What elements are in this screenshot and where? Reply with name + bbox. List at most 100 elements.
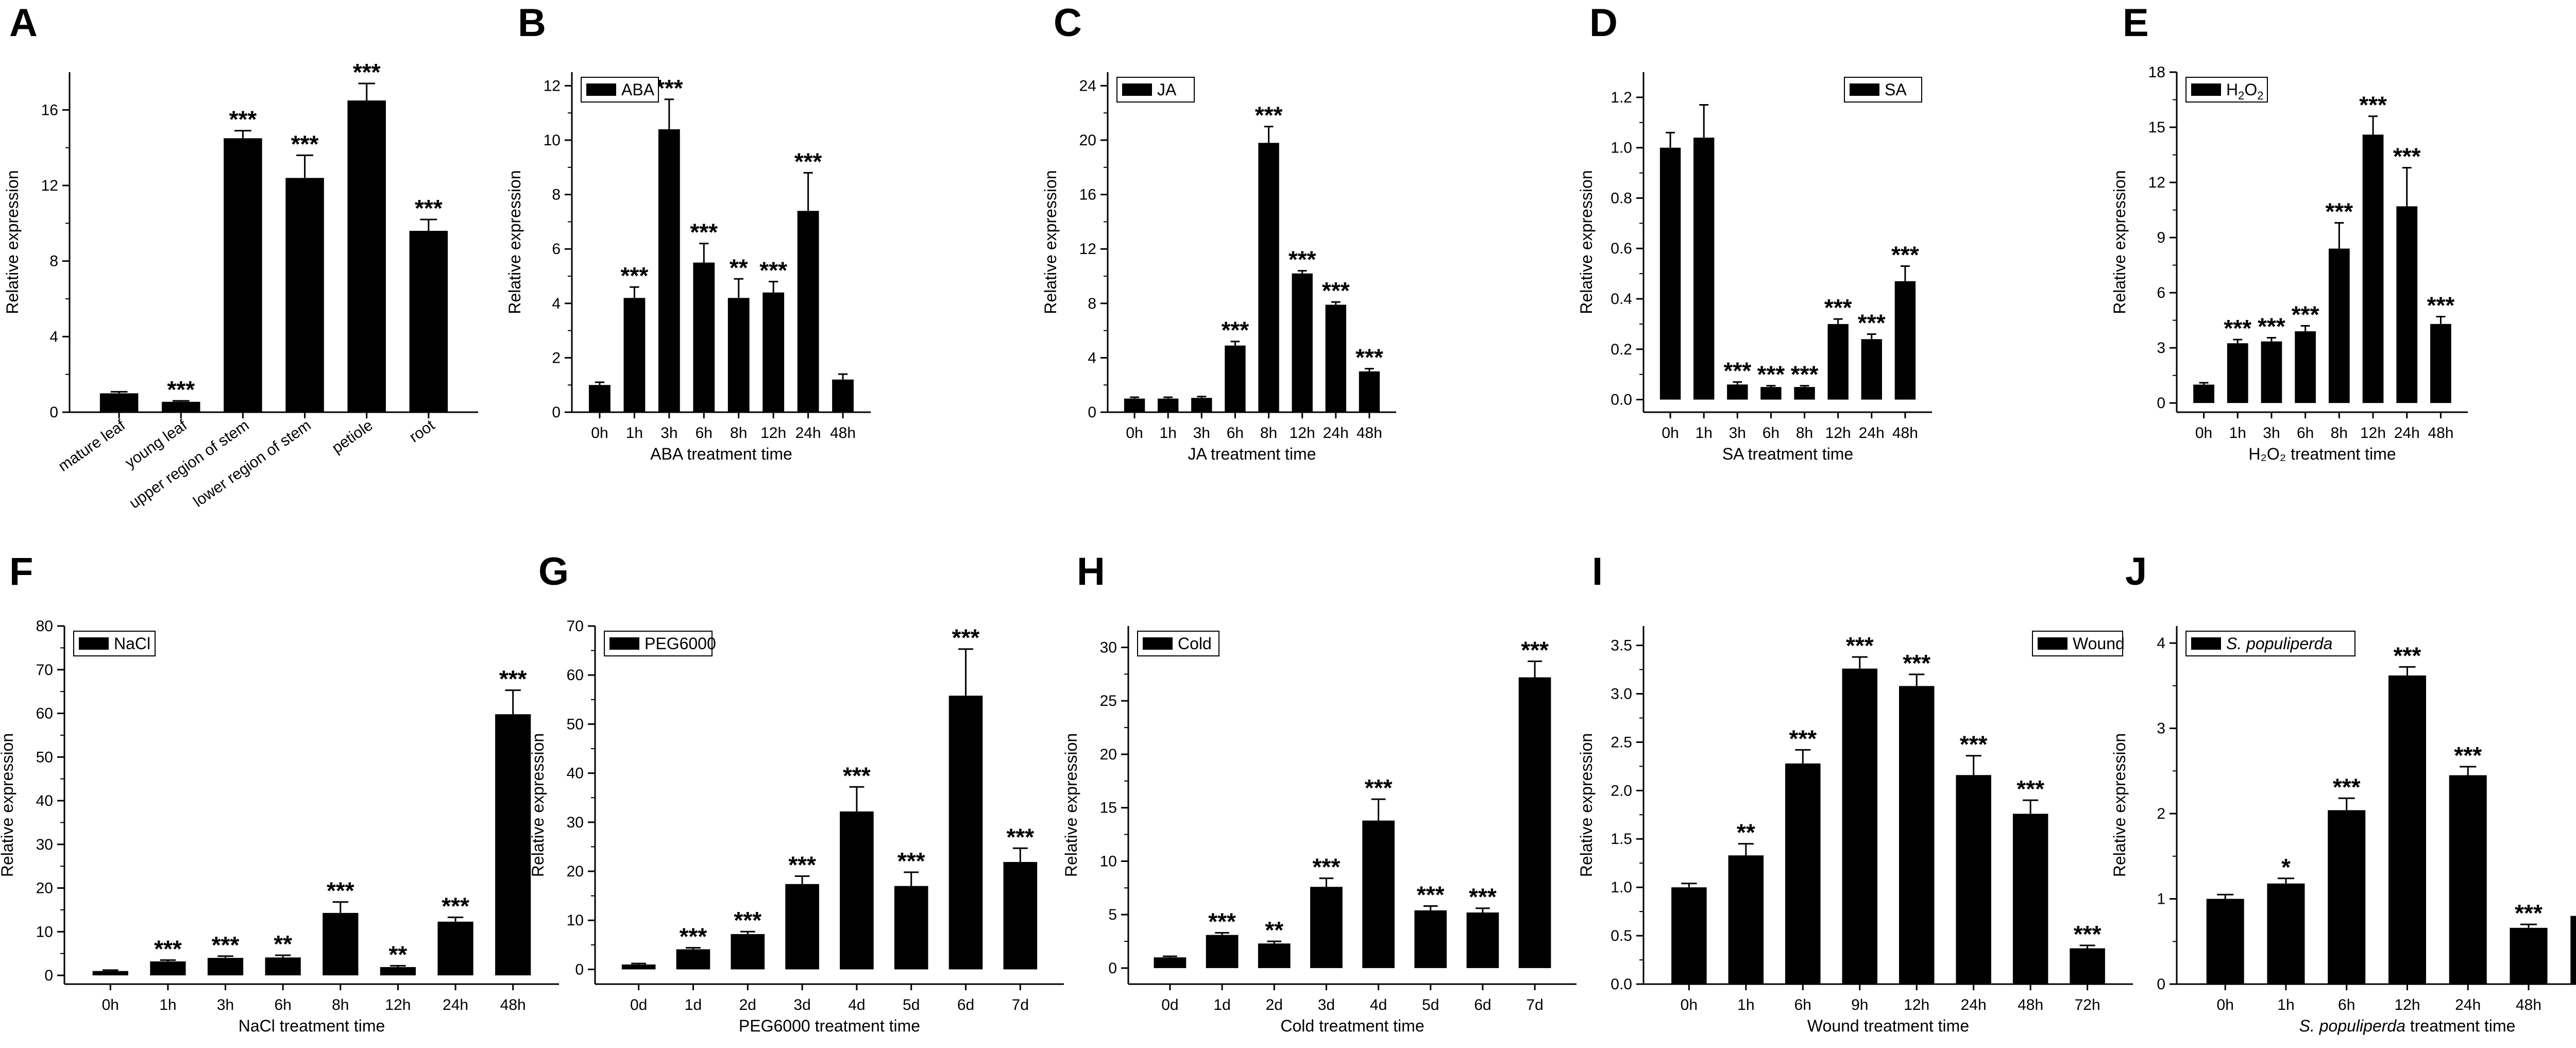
x-tick-label: 4d bbox=[1370, 996, 1387, 1013]
significance-label: *** bbox=[1006, 823, 1034, 850]
bar bbox=[347, 100, 386, 412]
significance-label: *** bbox=[291, 130, 319, 157]
significance-label: *** bbox=[1757, 361, 1785, 388]
chart-panel-g: G 0 10 20 30 40 50 60 70 Relative expression 0d 1d *… bbox=[529, 550, 1064, 1035]
y-tick-label: 8 bbox=[1088, 295, 1096, 312]
y-tick-label: 1.0 bbox=[1611, 879, 1632, 896]
bar bbox=[2449, 775, 2487, 984]
y-tick-label: 1 bbox=[2157, 891, 2165, 908]
x-tick-label: 24h bbox=[1859, 425, 1885, 442]
significance-label: *** bbox=[2292, 301, 2319, 328]
bar bbox=[265, 957, 301, 976]
significance-label: *** bbox=[794, 148, 822, 175]
x-tick-label: 12h bbox=[1290, 425, 1315, 442]
x-axis-title: PEG6000 treatment time bbox=[739, 1017, 920, 1035]
y-axis-title: Relative expression bbox=[1041, 170, 1060, 314]
significance-label: *** bbox=[2325, 198, 2353, 225]
bar bbox=[1292, 273, 1313, 412]
significance-label: ** bbox=[1265, 917, 1283, 943]
bar bbox=[495, 714, 531, 976]
bar bbox=[1362, 820, 1395, 968]
y-tick-label: 20 bbox=[36, 880, 53, 897]
legend-swatch bbox=[609, 637, 639, 650]
y-tick-label: 8 bbox=[49, 253, 58, 270]
y-tick-label: 10 bbox=[544, 132, 561, 149]
x-tick-label: 6h bbox=[1762, 425, 1780, 442]
y-tick-label: 0 bbox=[552, 404, 561, 421]
x-tick-label: 24h bbox=[795, 425, 821, 442]
bar bbox=[2227, 343, 2248, 403]
y-axis-title: Relative expression bbox=[1062, 733, 1080, 877]
y-tick-label: 4 bbox=[1088, 349, 1096, 366]
y-tick-label: 12 bbox=[41, 177, 58, 194]
bar bbox=[1842, 668, 1878, 984]
bar bbox=[1154, 957, 1187, 968]
y-tick-label: 40 bbox=[567, 765, 584, 782]
y-tick-label: 4 bbox=[552, 295, 561, 312]
y-tick-label: 18 bbox=[2148, 64, 2165, 81]
x-tick-label: 1h bbox=[1737, 996, 1754, 1013]
y-tick-label: 6 bbox=[552, 241, 561, 258]
y-axis-title: Relative expression bbox=[1577, 170, 1596, 314]
legend-label: NaCl bbox=[114, 634, 150, 653]
x-tick-label: mature leaf bbox=[55, 416, 128, 475]
x-tick-label: 7d bbox=[1012, 996, 1029, 1013]
bar bbox=[1258, 143, 1279, 412]
significance-label: *** bbox=[1824, 294, 1852, 321]
y-axis-title: Relative expression bbox=[529, 733, 547, 877]
x-tick-label: 12h bbox=[2394, 996, 2420, 1013]
y-tick-label: 30 bbox=[36, 836, 53, 853]
y-tick-label: 1.2 bbox=[1611, 89, 1632, 106]
y-tick-label: 9 bbox=[2157, 229, 2165, 246]
x-tick-label: 5d bbox=[903, 996, 920, 1013]
x-tick-label: 4d bbox=[848, 996, 865, 1013]
legend: Wound bbox=[2032, 631, 2125, 656]
bar bbox=[623, 298, 646, 412]
bar bbox=[2070, 948, 2105, 984]
bar bbox=[832, 379, 854, 412]
bar bbox=[162, 401, 200, 412]
significance-label: *** bbox=[1469, 884, 1497, 910]
x-tick-label: 0h bbox=[102, 996, 119, 1013]
significance-label: *** bbox=[442, 892, 469, 919]
bar bbox=[2295, 331, 2316, 403]
significance-label: ** bbox=[274, 931, 292, 957]
x-tick-label: 6h bbox=[2338, 996, 2355, 1013]
chart-panel-i: I 0.0 0.5 1.0 1.5 2.0 2.5 3.0 3.5 Relative expres… bbox=[1577, 550, 2133, 1035]
bar bbox=[1191, 398, 1212, 412]
x-tick-label: 3h bbox=[1193, 425, 1210, 442]
x-tick-label: 1h bbox=[2277, 996, 2294, 1013]
significance-label: *** bbox=[2016, 775, 2044, 802]
legend-label: Cold bbox=[1178, 634, 1212, 653]
x-tick-label: 48h bbox=[500, 996, 526, 1013]
y-tick-label: 0 bbox=[49, 404, 58, 421]
bar bbox=[207, 958, 244, 976]
y-tick-label: 10 bbox=[36, 923, 53, 940]
legend: NaCl bbox=[73, 631, 156, 656]
significance-label: *** bbox=[1960, 731, 1988, 758]
y-tick-label: 3.5 bbox=[1611, 637, 1632, 654]
bar bbox=[1728, 855, 1764, 984]
significance-label: *** bbox=[734, 907, 761, 934]
x-tick-label: 48h bbox=[2018, 996, 2043, 1013]
legend: Cold bbox=[1137, 631, 1219, 656]
x-tick-label: 12h bbox=[2360, 425, 2386, 442]
y-tick-label: 20 bbox=[1079, 132, 1096, 149]
panel-letter: I bbox=[1592, 550, 1603, 594]
x-tick-label: 8h bbox=[2331, 425, 2348, 442]
y-tick-label: 4 bbox=[49, 328, 58, 345]
x-tick-label: 6h bbox=[1227, 425, 1244, 442]
x-tick-label: 1h bbox=[1160, 425, 1177, 442]
significance-label: *** bbox=[2454, 742, 2482, 769]
x-tick-label: 8h bbox=[730, 425, 747, 442]
x-tick-label: 1h bbox=[626, 425, 643, 442]
x-tick-label: 24h bbox=[1961, 996, 1987, 1013]
bar bbox=[1310, 887, 1343, 968]
y-tick-label: 70 bbox=[36, 662, 53, 679]
panel-letter: G bbox=[538, 550, 569, 594]
x-axis-title: S. populiperda treatment time bbox=[2299, 1017, 2516, 1035]
y-tick-label: 15 bbox=[2148, 119, 2165, 136]
chart-panel-d: D 0.0 0.2 0.4 0.6 0.8 1.0 1.2 Relative expressio… bbox=[1577, 1, 1932, 463]
